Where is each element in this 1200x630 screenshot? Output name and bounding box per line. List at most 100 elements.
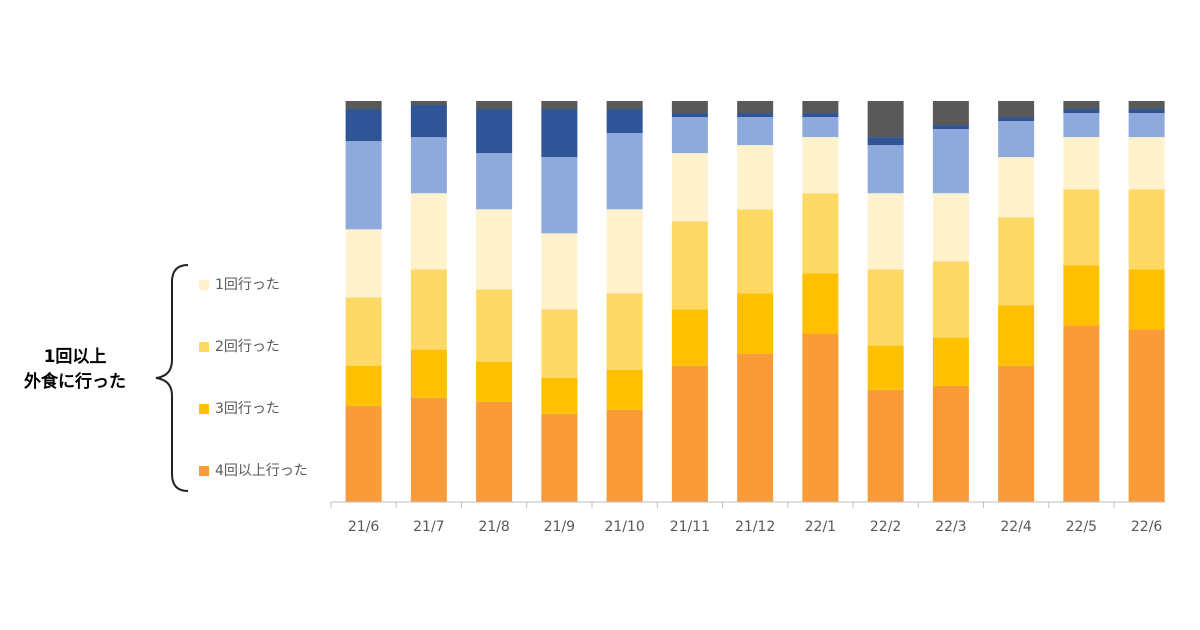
bar-segment xyxy=(998,217,1035,306)
x-tick-label: 22/1 xyxy=(805,519,836,535)
bar-segment xyxy=(802,137,839,194)
bar-segment xyxy=(410,269,447,350)
annotation: 外食に行った xyxy=(24,371,126,392)
bar-segment xyxy=(867,145,904,194)
bar-segment xyxy=(541,101,578,110)
bar-segment xyxy=(476,109,513,154)
bar-segment xyxy=(606,133,643,210)
bar-segment xyxy=(802,273,839,334)
bar-segment xyxy=(410,101,447,106)
bar-segment xyxy=(671,117,708,154)
x-tick-label: 21/10 xyxy=(604,519,644,535)
bar-segment xyxy=(932,193,969,262)
bar-segment xyxy=(1063,137,1100,190)
bar-segment xyxy=(476,401,513,502)
bar-segment xyxy=(606,101,643,110)
bar-segment xyxy=(737,145,774,210)
bar-segment xyxy=(737,209,774,294)
bar-segment xyxy=(932,101,969,126)
x-tick-label: 21/8 xyxy=(478,519,509,535)
bar-segment xyxy=(541,377,578,414)
bar-segment xyxy=(932,337,969,386)
x-tick-label: 21/7 xyxy=(413,519,444,535)
bar-segment xyxy=(410,137,447,194)
x-tick-label: 22/3 xyxy=(935,519,966,535)
bar-segment xyxy=(998,117,1035,122)
bar-segment xyxy=(606,209,643,294)
bar-segment xyxy=(1128,329,1165,502)
bar-segment xyxy=(541,309,578,378)
x-tick-label: 21/9 xyxy=(544,519,575,535)
bar-segment xyxy=(1063,113,1100,138)
bar-segment xyxy=(345,101,382,110)
legend-swatch xyxy=(199,466,209,476)
bar-segment xyxy=(410,349,447,398)
bar-segment xyxy=(671,365,708,502)
bar-segment xyxy=(1063,325,1100,502)
bar-segment xyxy=(476,209,513,290)
annotation: 1回以上 xyxy=(44,347,107,367)
bar-segment xyxy=(476,361,513,402)
bar-segment xyxy=(476,289,513,362)
legend-label: 1回行った xyxy=(215,277,280,293)
legend-label: 2回行った xyxy=(215,339,280,355)
bar-segment xyxy=(802,117,839,138)
bar-segment xyxy=(1128,269,1165,330)
bar-segment xyxy=(1063,189,1100,266)
legend-label: 4回以上行った xyxy=(215,463,308,479)
bar-segment xyxy=(737,101,774,114)
bar-segment xyxy=(671,221,708,310)
bar-segment xyxy=(1063,101,1100,110)
bar-segment xyxy=(671,153,708,222)
bar-segment xyxy=(867,389,904,502)
legend-label: 3回行った xyxy=(215,401,280,417)
x-tick-label: 21/11 xyxy=(670,519,710,535)
bar-segment xyxy=(737,117,774,146)
bar-segment xyxy=(410,397,447,502)
bar-segment xyxy=(1128,101,1165,110)
bar-segment xyxy=(737,113,774,118)
brace xyxy=(155,264,189,492)
bar-segment xyxy=(345,297,382,366)
bar-segment xyxy=(737,353,774,502)
bar-segment xyxy=(345,365,382,406)
bar-segment xyxy=(932,125,969,130)
bar-segment xyxy=(345,229,382,298)
bar-segment xyxy=(1128,137,1165,190)
bar-segment xyxy=(541,233,578,310)
bar-segment xyxy=(1128,109,1165,114)
bar-segment xyxy=(541,109,578,158)
bar-segment xyxy=(606,293,643,370)
bar-segment xyxy=(998,305,1035,366)
bar-segment xyxy=(802,193,839,274)
bar-segment xyxy=(1128,113,1165,138)
bar-segment xyxy=(606,369,643,410)
bar-segment xyxy=(476,153,513,210)
bar-segment xyxy=(932,385,969,502)
x-tick-label: 21/6 xyxy=(348,519,380,535)
bar-segment xyxy=(998,365,1035,502)
bar-segment xyxy=(345,141,382,230)
bar-segment xyxy=(867,101,904,138)
bar-segment xyxy=(998,121,1035,158)
bar-segment xyxy=(606,109,643,134)
bar-segment xyxy=(867,345,904,390)
bar-segment xyxy=(998,157,1035,218)
x-tick-label: 22/4 xyxy=(1000,519,1032,535)
bar-segment xyxy=(1128,189,1165,270)
bar-segment xyxy=(345,109,382,142)
bar-segment xyxy=(802,101,839,114)
x-tick-label: 21/12 xyxy=(735,519,775,535)
legend-swatch xyxy=(199,404,209,414)
bar-segment xyxy=(802,113,839,118)
bar-segment xyxy=(541,157,578,234)
bar-segment xyxy=(932,129,969,194)
legend-swatch xyxy=(199,280,209,290)
bar-segment xyxy=(476,101,513,110)
bar-segment xyxy=(737,293,774,354)
bar-segment xyxy=(867,193,904,270)
bar-segment xyxy=(671,309,708,366)
bar-segment xyxy=(345,405,382,502)
bar-segment xyxy=(606,409,643,502)
bar-segment xyxy=(410,193,447,270)
